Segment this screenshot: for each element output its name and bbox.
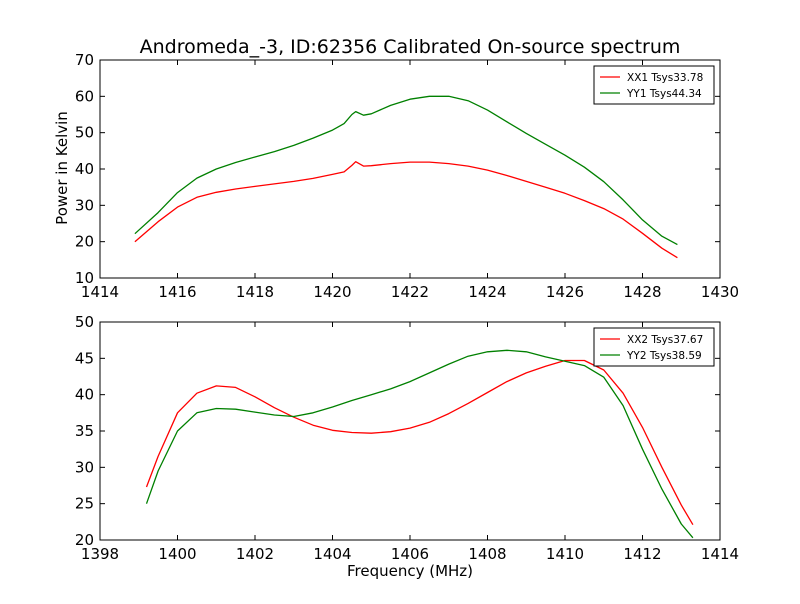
legend-entry: XX1 Tsys33.78 — [627, 72, 703, 84]
x-tick-label: 1418 — [236, 283, 274, 301]
y-tick-label: 45 — [75, 349, 94, 367]
legend-box — [593, 327, 715, 367]
y-tick-label: 20 — [75, 233, 94, 251]
series-line-1-1 — [134, 161, 678, 259]
top-spectrum-panel: 1414 1416 1418 1420 1422 1424 1426 1428 1430 10 20… — [75, 51, 739, 301]
legend-entry: XX2 Tsys37.67 — [627, 334, 703, 346]
x-tick-label: 1420 — [313, 283, 351, 301]
y-tick-label: 10 — [75, 269, 94, 287]
x-tick-label: 1414 — [701, 545, 739, 563]
x-tick-label: 1400 — [158, 545, 196, 563]
y-tick-label: 20 — [75, 531, 94, 549]
y-tick-label: 30 — [75, 196, 94, 214]
x-tick-label: 1410 — [546, 545, 584, 563]
legend-entry: YY1 Tsys44.34 — [626, 88, 702, 100]
y-tick-label: 40 — [75, 386, 94, 404]
x-tick-label: 1412 — [623, 545, 661, 563]
y-tick-label: 30 — [75, 458, 94, 476]
series-line-2-1 — [145, 359, 694, 526]
bottom-spectrum-panel: 1398 1400 1402 1404 1406 1408 1410 1412 1414 20 25… — [75, 313, 739, 563]
x-tick-label: 1430 — [701, 283, 739, 301]
x-tick-label: 1408 — [468, 545, 506, 563]
x-tick-label: 1422 — [391, 283, 429, 301]
y-tick-label: 25 — [75, 495, 94, 513]
y-tick-label: 60 — [75, 87, 94, 105]
y-tick-label: 40 — [75, 160, 94, 178]
y-tick-label: 50 — [75, 124, 94, 142]
x-tick-label: 1426 — [546, 283, 584, 301]
series-line-1-2 — [134, 95, 678, 246]
x-tick-label: 1398 — [81, 545, 119, 563]
series-line-2-2 — [145, 349, 694, 539]
y-tick-label: 70 — [75, 51, 94, 69]
x-tick-label: 1428 — [623, 283, 661, 301]
legend-entry: YY2 Tsys38.59 — [626, 350, 702, 362]
y-axis-label: Power in Kelvin — [53, 111, 71, 225]
x-tick-label: 1416 — [158, 283, 196, 301]
y-tick-label: 50 — [75, 313, 94, 331]
x-tick-label: 1402 — [236, 545, 274, 563]
x-tick-label: 1406 — [391, 545, 429, 563]
x-tick-label: 1404 — [313, 545, 351, 563]
x-axis-label: Frequency (MHz) — [347, 562, 473, 580]
x-tick-label: 1414 — [81, 283, 119, 301]
y-tick-label: 35 — [75, 422, 94, 440]
legend-box — [593, 65, 715, 105]
chart-title: Andromeda_-3, ID:62356 Calibrated On-sou… — [140, 36, 681, 58]
x-tick-label: 1424 — [468, 283, 506, 301]
